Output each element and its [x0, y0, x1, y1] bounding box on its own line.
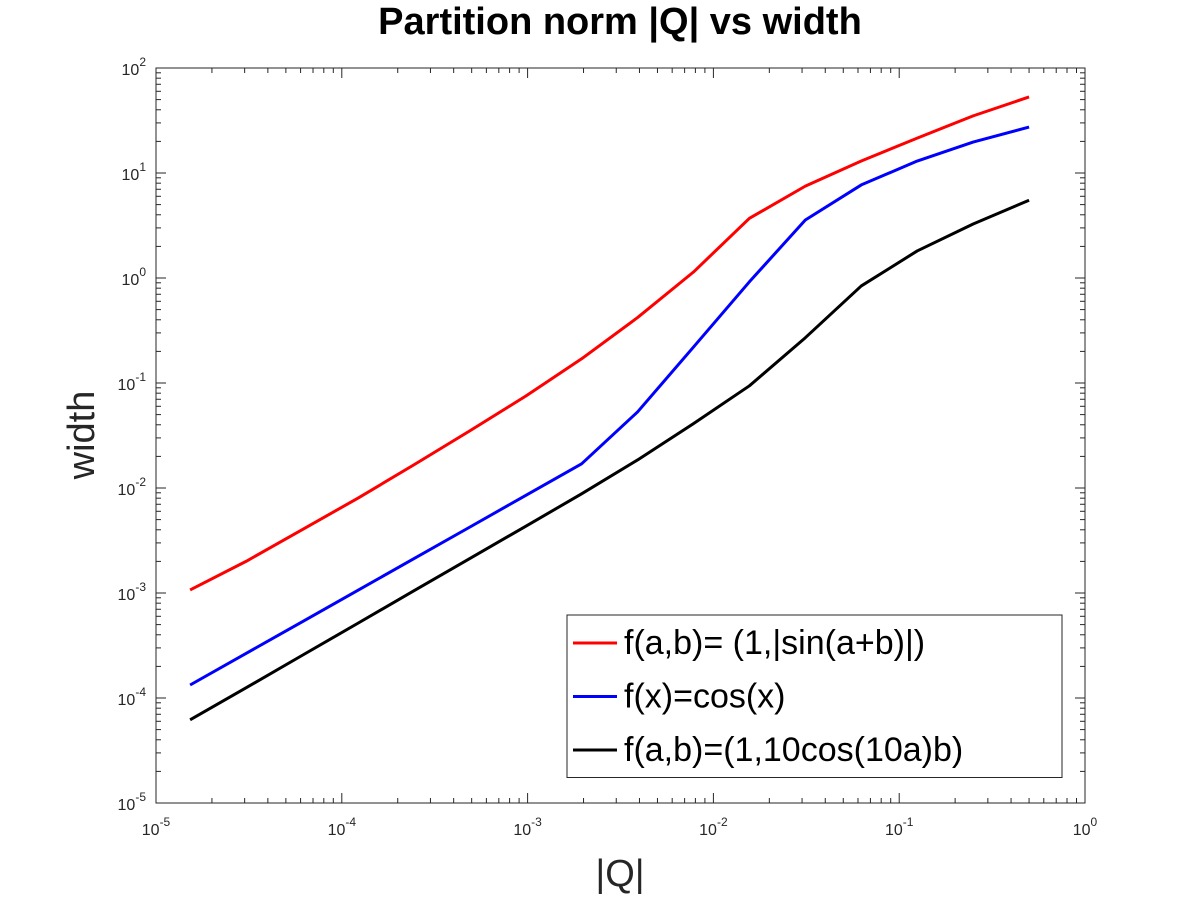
legend-label: f(a,b)= (1,|sin(a+b)|)	[624, 624, 925, 662]
y-tick-label: 100	[122, 265, 147, 289]
x-tick-label: 10-3	[513, 815, 542, 839]
series-line	[189, 95, 1030, 592]
chart-title: Partition norm |Q| vs width	[378, 1, 862, 43]
legend-label: f(x)=cos(x)	[624, 677, 786, 715]
y-tick-label: 10-2	[118, 475, 147, 499]
legend-box	[566, 614, 1063, 778]
y-tick-label: 10-1	[118, 370, 147, 394]
x-tick-label: 10-2	[699, 815, 728, 839]
y-tick-label: 10-4	[118, 685, 147, 709]
legend-label: f(a,b)=(1,10cos(10a)b)	[624, 731, 963, 769]
series-line	[189, 125, 1030, 687]
y-tick-label: 101	[122, 160, 147, 184]
x-tick-label: 10-4	[328, 815, 357, 839]
y-axis-label: width	[61, 391, 103, 481]
y-tick-label: 102	[122, 55, 147, 79]
x-tick-label: 10-1	[885, 815, 914, 839]
plot-frame	[155, 67, 1086, 804]
x-axis-label: |Q|	[595, 853, 644, 895]
y-tick-label: 10-3	[118, 580, 147, 604]
series-line	[189, 198, 1030, 722]
y-tick-label: 10-5	[118, 790, 147, 814]
x-tick-label: 100	[1073, 815, 1098, 839]
x-tick-label: 10-5	[142, 815, 171, 839]
